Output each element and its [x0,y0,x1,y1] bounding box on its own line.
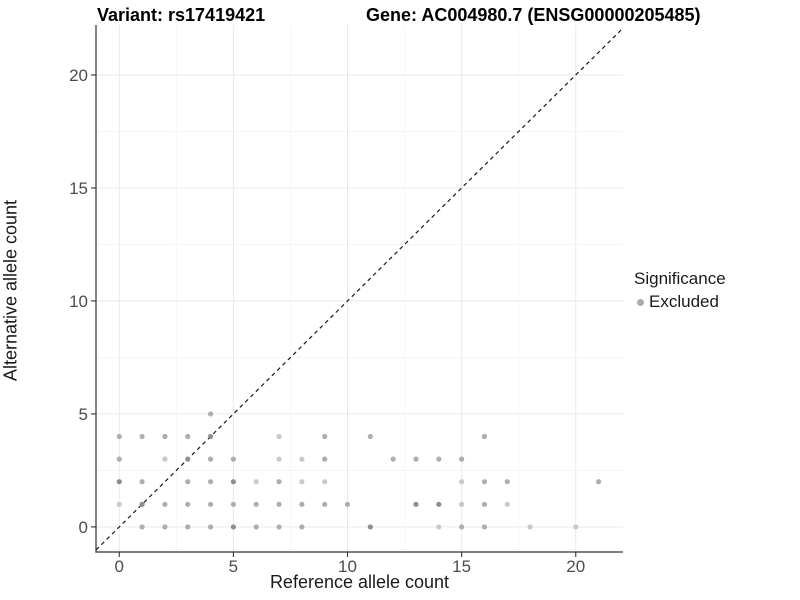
data-point [276,479,282,485]
data-point [276,524,282,530]
data-point [230,501,236,507]
data-point [459,501,465,507]
data-point [527,524,533,530]
data-point [413,456,419,462]
data-point [139,433,145,440]
data-point [207,433,214,440]
x-tick-label: 10 [338,557,357,576]
y-axis-title: Alternative allele count [0,199,21,382]
x-tick-label: 20 [566,557,586,576]
data-point [162,524,168,530]
data-point [344,501,351,507]
gene-title: Gene: AC004980.7 (ENSG00000205485) [366,5,701,25]
data-point [299,501,305,507]
x-axis-title: Reference allele count [269,572,450,592]
data-point [367,433,373,440]
data-point [207,456,214,462]
legend-title: Significance [634,269,726,288]
data-point [504,479,510,485]
data-point [322,456,328,462]
y-tick-label: 20 [69,65,88,85]
data-point [436,501,442,507]
data-point [162,456,168,462]
data-point [595,479,602,485]
data-point [459,524,465,530]
data-point [230,479,236,485]
data-point [504,501,510,507]
x-tick-label: 15 [452,557,472,576]
data-point [322,479,328,485]
data-point [139,479,145,485]
data-point [436,456,442,462]
data-point [185,524,191,530]
data-point [481,524,488,530]
data-point [367,524,373,530]
data-point [116,479,122,485]
data-point [116,433,122,440]
data-point [299,456,305,462]
data-point [162,501,168,507]
data-point [481,501,488,507]
data-point [139,501,145,507]
legend-item-label: Excluded [649,292,719,311]
data-point [276,501,282,507]
y-tick-label: 15 [69,178,88,198]
data-point [276,456,282,462]
data-point [322,501,328,507]
data-point [459,456,465,462]
data-point [322,433,328,440]
data-point [413,501,419,507]
data-point [207,524,214,530]
data-point [459,479,465,485]
data-point [207,479,214,485]
data-point [436,524,442,530]
x-tick-label: 5 [228,557,239,576]
data-point [185,456,191,462]
data-point [185,433,191,440]
data-point [299,524,305,530]
data-point [185,501,191,507]
data-point [253,479,259,485]
y-tick-label: 0 [78,517,88,537]
data-point [276,433,282,440]
data-point [230,456,236,462]
data-point [253,524,259,530]
data-point [139,524,145,530]
data-point [207,501,214,507]
identity-line [95,27,624,551]
data-point [185,479,191,485]
data-point [116,501,122,507]
y-tick-label: 5 [78,404,88,424]
legend: Significance Excluded [634,269,726,312]
data-point [116,456,122,462]
y-tick-label: 10 [69,291,88,311]
data-point [230,524,236,530]
data-point [162,433,168,440]
variant-title: Variant: rs17419421 [97,5,266,25]
legend-point-icon [637,298,644,306]
x-tick-label: 0 [114,557,124,576]
data-point [573,524,579,530]
data-point [299,479,305,485]
data-point [390,456,396,462]
data-point [253,501,259,507]
data-point [207,411,214,417]
legend-item: Excluded [634,292,726,312]
data-point [481,479,488,485]
data-point [481,433,488,440]
